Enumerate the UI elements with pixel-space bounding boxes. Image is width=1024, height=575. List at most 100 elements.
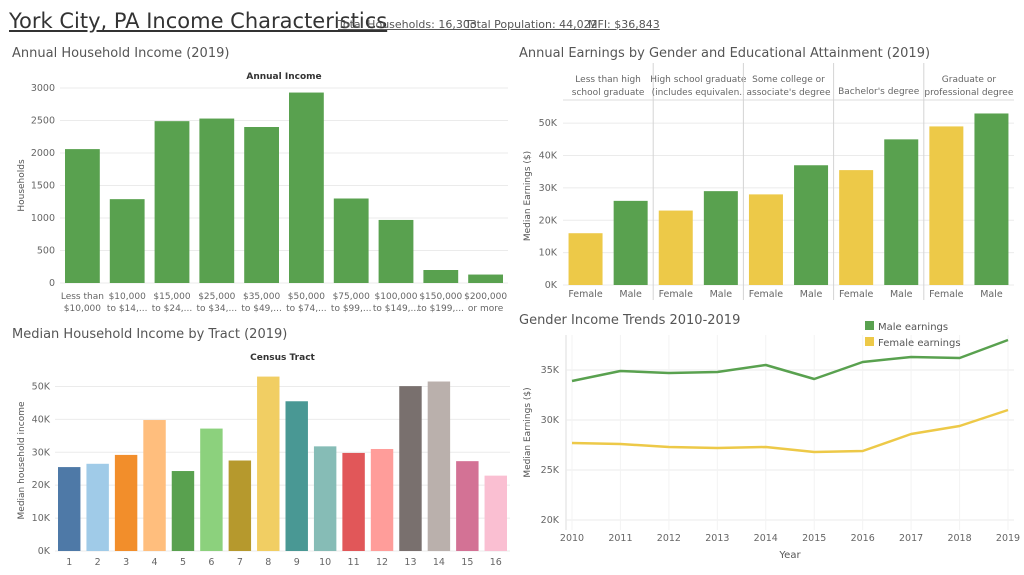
education-group-label: (includes equivalen.. bbox=[652, 88, 745, 98]
earnings-gender-education-title: Annual Earnings by Gender and Educationa… bbox=[519, 46, 931, 61]
income-bar bbox=[244, 127, 279, 283]
gender-tick-label: Female bbox=[839, 289, 874, 300]
y-tick-label: 10K bbox=[32, 513, 51, 524]
female-earnings-bar bbox=[839, 170, 874, 285]
tract-bar bbox=[313, 446, 337, 551]
x-tick-label: $25,000 bbox=[198, 292, 235, 302]
tract-bar bbox=[58, 467, 81, 551]
male-earnings-bar bbox=[974, 113, 1009, 286]
y-tick-label: 1000 bbox=[31, 213, 55, 224]
x-tick-label: to $49,... bbox=[241, 304, 282, 314]
tract-bar bbox=[370, 448, 394, 551]
income-bar bbox=[154, 121, 190, 284]
male-earnings-bar bbox=[884, 139, 919, 285]
tract-bar bbox=[342, 452, 365, 551]
y-tick-label: 50K bbox=[32, 381, 51, 392]
tract-bar bbox=[427, 381, 451, 551]
income-bar bbox=[333, 198, 369, 283]
x-tick-label: 4 bbox=[152, 557, 158, 568]
education-group-label: school graduate bbox=[572, 88, 645, 98]
tract-bar bbox=[456, 461, 479, 551]
y-tick-label: 50K bbox=[539, 118, 558, 129]
y-tick-label: 10K bbox=[539, 248, 558, 259]
female-earnings-bar bbox=[929, 126, 964, 285]
x-tick-label: $15,000 bbox=[153, 292, 190, 302]
tract-bar bbox=[257, 376, 280, 551]
x-tick-label: 13 bbox=[404, 557, 416, 568]
tract-bar bbox=[399, 386, 422, 551]
female-earnings-bar bbox=[568, 233, 603, 285]
x-tick-label: 2011 bbox=[608, 533, 632, 544]
y-tick-label: 3000 bbox=[31, 83, 55, 94]
female-earnings-line bbox=[571, 408, 1009, 454]
y-tick-label: 35K bbox=[541, 365, 560, 376]
census-tract-axis-title: Census Tract bbox=[250, 353, 315, 363]
x-tick-label: $150,000 bbox=[419, 292, 462, 302]
x-tick-label: 2013 bbox=[705, 533, 729, 544]
y-tick-label: 25K bbox=[541, 465, 560, 476]
female-earnings-bar bbox=[748, 194, 783, 285]
education-group-label: Graduate or bbox=[942, 75, 997, 85]
education-group-label: Some college or bbox=[752, 75, 825, 85]
y-tick-label: 0K bbox=[545, 280, 558, 291]
gender-trends-title: Gender Income Trends 2010-2019 bbox=[519, 313, 741, 328]
legend-swatch bbox=[865, 337, 874, 346]
tract-bar bbox=[285, 401, 308, 551]
gender-tick-label: Male bbox=[980, 289, 1003, 300]
x-tick-label: Less than bbox=[61, 292, 104, 302]
x-tick-label: 2012 bbox=[657, 533, 681, 544]
x-tick-label: to $149,... bbox=[373, 304, 419, 314]
legend-label: Female earnings bbox=[878, 338, 961, 349]
male-earnings-bar bbox=[703, 191, 738, 285]
x-tick-label: 15 bbox=[461, 557, 473, 568]
x-tick-label: 8 bbox=[265, 557, 271, 568]
x-tick-label: to $24,... bbox=[152, 304, 193, 314]
male-earnings-bar bbox=[613, 200, 648, 285]
x-tick-label: $50,000 bbox=[288, 292, 325, 302]
x-tick-label: 2018 bbox=[947, 533, 971, 544]
education-group-label: Less than high bbox=[575, 75, 641, 85]
x-tick-label: or more bbox=[468, 304, 504, 314]
mfi-link[interactable]: MFI: $36,843 bbox=[588, 18, 660, 31]
gender-tick-label: Female bbox=[659, 289, 694, 300]
x-tick-label: $75,000 bbox=[333, 292, 370, 302]
education-group-label: associate's degree bbox=[747, 88, 831, 98]
x-tick-label: 2014 bbox=[754, 533, 778, 544]
x-tick-label: $200,000 bbox=[464, 292, 507, 302]
x-tick-label: 2019 bbox=[996, 533, 1020, 544]
y-tick-label: 20K bbox=[32, 480, 51, 491]
tract-bar bbox=[484, 475, 507, 551]
education-group-label: professional degree bbox=[924, 88, 1013, 98]
y-tick-label: 1500 bbox=[31, 181, 55, 192]
income-bar bbox=[199, 118, 235, 283]
y-tick-label: 40K bbox=[539, 151, 558, 162]
y-tick-label: 2500 bbox=[31, 116, 55, 127]
y-tick-label: 40K bbox=[32, 414, 51, 425]
total-population-link[interactable]: Total Population: 44,022 bbox=[465, 18, 598, 31]
x-tick-label: 14 bbox=[433, 557, 445, 568]
x-tick-label: 2016 bbox=[851, 533, 875, 544]
x-tick-label: 7 bbox=[237, 557, 243, 568]
tract-bar bbox=[114, 454, 138, 551]
y-tick-label: 20K bbox=[541, 515, 560, 526]
median-earnings-axis-label: Median Earnings ($) bbox=[523, 151, 533, 241]
total-households-link[interactable]: Total Households: 16,303 bbox=[338, 18, 477, 31]
income-bar bbox=[423, 270, 459, 283]
x-tick-label: 6 bbox=[208, 557, 214, 568]
x-tick-label: $10,000 bbox=[109, 292, 146, 302]
x-tick-label: 10 bbox=[319, 557, 331, 568]
x-tick-label: $10,000 bbox=[64, 304, 101, 314]
median-earnings-axis-label: Median Earnings ($) bbox=[523, 387, 533, 477]
income-bar bbox=[109, 199, 145, 283]
y-tick-label: 20K bbox=[539, 215, 558, 226]
y-tick-label: 0K bbox=[38, 546, 51, 557]
legend-label: Male earnings bbox=[878, 322, 948, 333]
x-tick-label: 3 bbox=[123, 557, 129, 568]
y-tick-label: 2000 bbox=[31, 148, 55, 159]
income-bar bbox=[289, 92, 324, 283]
x-tick-label: 12 bbox=[376, 557, 388, 568]
x-tick-label: 2017 bbox=[899, 533, 923, 544]
y-tick-label: 500 bbox=[37, 246, 55, 257]
